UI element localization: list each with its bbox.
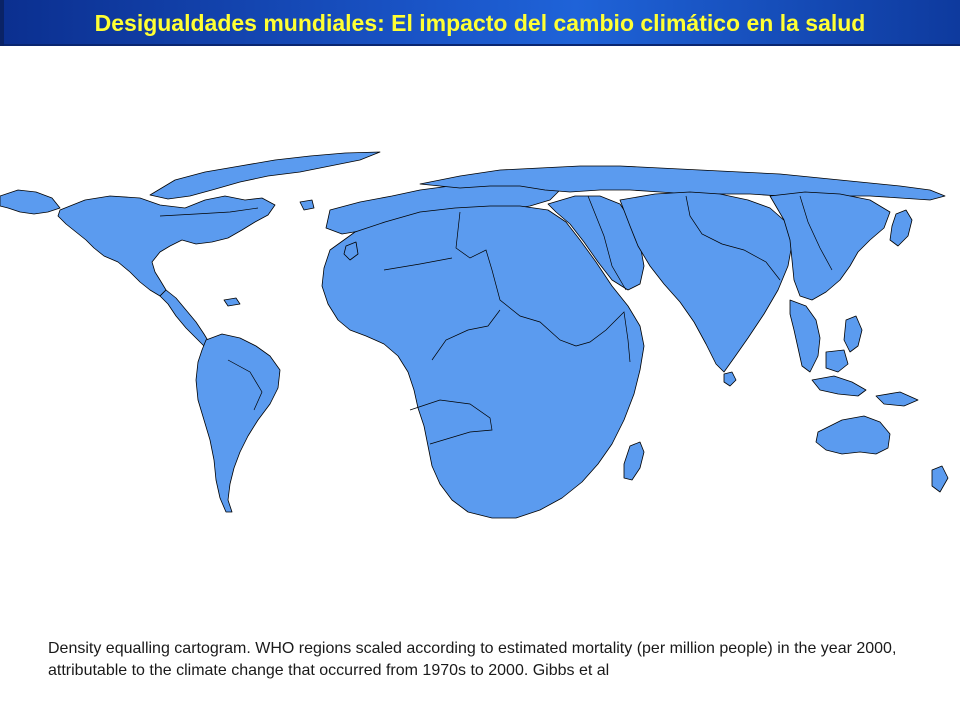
- region-south-america: [195, 333, 281, 513]
- region-africa: [321, 205, 645, 519]
- map-caption: Density equalling cartogram. WHO regions…: [48, 640, 897, 679]
- region-middle-east: [547, 195, 645, 291]
- region-alaska: [0, 189, 61, 215]
- region-north-america: [57, 195, 276, 297]
- title-bar: Desigualdades mundiales: El impacto del …: [0, 0, 960, 46]
- cartogram-map: [0, 151, 949, 519]
- border-africa-center: [431, 309, 501, 361]
- region-south-asia: [619, 191, 793, 373]
- region-central-america: [159, 289, 211, 347]
- border-africa-north: [455, 211, 577, 347]
- title-bar-edge: [0, 0, 4, 46]
- region-indonesia: [811, 375, 867, 397]
- border-middle-east: [587, 195, 627, 291]
- region-sri-lanka: [723, 371, 737, 387]
- region-uk: [343, 241, 359, 261]
- slide-title: Desigualdades mundiales: El impacto del …: [94, 10, 866, 36]
- region-japan: [889, 209, 913, 247]
- region-new-zealand: [931, 465, 949, 493]
- border-asia-east: [799, 195, 833, 271]
- region-madagascar: [623, 441, 645, 481]
- border-africa-west: [383, 257, 453, 271]
- region-borneo: [825, 349, 849, 373]
- region-australia: [815, 415, 891, 455]
- border-india-north: [685, 195, 781, 281]
- region-caribbean: [223, 297, 241, 307]
- region-southeast-asia: [789, 299, 821, 373]
- region-greenland-arctic: [149, 151, 381, 200]
- region-russia: [419, 165, 946, 201]
- border-africa-south: [409, 399, 493, 445]
- border-africa-east: [575, 311, 631, 363]
- region-iceland: [299, 199, 315, 211]
- region-new-guinea: [875, 391, 919, 407]
- region-east-asia: [769, 191, 891, 301]
- border-south-america: [227, 359, 263, 411]
- border-us-canada: [159, 207, 259, 217]
- region-philippines: [843, 315, 863, 353]
